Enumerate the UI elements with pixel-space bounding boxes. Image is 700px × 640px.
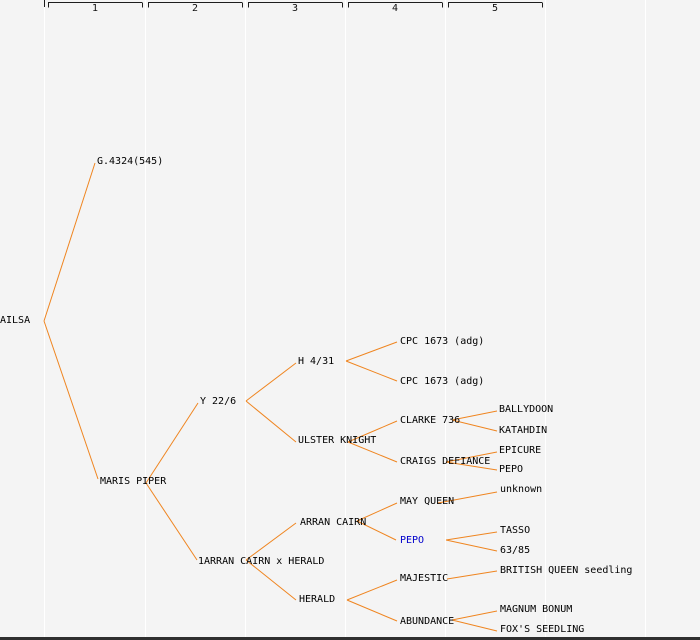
pedigree-edge (446, 570, 498, 580)
pedigree-node-ballydoon[interactable]: BALLYDOON (499, 404, 554, 415)
pedigree-edge (245, 400, 297, 443)
pedigree-node-may-queen[interactable]: MAY QUEEN (400, 496, 455, 507)
pedigree-node-clarke-736[interactable]: CLARKE 736 (400, 415, 461, 426)
pedigree-edge (345, 360, 398, 382)
pedigree-node-pepo-link[interactable]: PEPO (400, 535, 425, 546)
pedigree-node-craigs-defiance[interactable]: CRAIGS DEFIANCE (400, 456, 491, 467)
pedigree-node-cpc-1673-bot[interactable]: CPC 1673 (adg) (400, 376, 485, 387)
pedigree-edge (43, 320, 99, 480)
pedigree-edge (345, 341, 398, 362)
pedigree-edge (437, 491, 498, 504)
pedigree-edge (445, 539, 498, 552)
pedigree-node-ailsa[interactable]: AILSA (0, 315, 31, 326)
pedigree-edge (356, 520, 397, 541)
pedigree-node-cpc-1673-top[interactable]: CPC 1673 (adg) (400, 336, 485, 347)
pedigree-node-63-85[interactable]: 63/85 (500, 545, 531, 556)
pedigree-edge (451, 619, 498, 632)
pedigree-edge (346, 579, 398, 601)
pedigree-node-y-22-6[interactable]: Y 22/6 (200, 396, 237, 407)
pedigree-edge (451, 610, 498, 621)
pedigree-edge (145, 402, 199, 484)
pedigree-edge (43, 162, 96, 322)
pedigree-edge (346, 599, 398, 622)
generation-number-1: 1 (91, 3, 99, 14)
pedigree-edge (245, 522, 297, 561)
pedigree-node-british-queen[interactable]: BRITISH QUEEN seedling (500, 565, 633, 576)
pedigree-node-abundance[interactable]: ABUNDANCE (400, 616, 455, 627)
pedigree-edge (145, 482, 198, 561)
pedigree-edge (451, 419, 498, 432)
pedigree-node-maris-piper[interactable]: MARIS PIPER (100, 476, 167, 487)
pedigree-node-tasso[interactable]: TASSO (500, 525, 531, 536)
bottom-border (0, 637, 700, 640)
pedigree-edge (356, 502, 398, 522)
pedigree-node-majestic[interactable]: MAJESTIC (400, 573, 449, 584)
pedigree-edge (445, 461, 498, 471)
pedigree-node-g4324[interactable]: G.4324(545) (97, 156, 164, 167)
pedigree-node-herald[interactable]: HERALD (299, 594, 336, 605)
pedigree-node-katahdin[interactable]: KATAHDIN (499, 425, 548, 436)
pedigree-node-ulster-knight[interactable]: ULSTER KNIGHT (298, 435, 377, 446)
pedigree-node-arran-x-herald[interactable]: 1ARRAN CAIRN x HERALD (198, 556, 325, 567)
pedigree-node-magnum-bonum[interactable]: MAGNUM BONUM (500, 604, 573, 615)
generation-number-4: 4 (391, 3, 399, 14)
pedigree-edge (245, 559, 297, 601)
pedigree-edge (445, 531, 498, 541)
generation-number-2: 2 (191, 3, 199, 14)
pedigree-node-unknown[interactable]: unknown (500, 484, 543, 495)
generation-number-5: 5 (491, 3, 499, 14)
pedigree-node-pepo[interactable]: PEPO (499, 464, 524, 475)
generation-number-3: 3 (291, 3, 299, 14)
pedigree-edge (347, 441, 398, 463)
pedigree-node-arran-cairn[interactable]: ARRAN CAIRN (300, 517, 367, 528)
pedigree-edge (445, 451, 498, 463)
pedigree-node-epicure[interactable]: EPICURE (499, 445, 542, 456)
pedigree-edge (347, 420, 398, 443)
pedigree-node-h-4-31[interactable]: H 4/31 (298, 356, 335, 367)
pedigree-edge (245, 362, 297, 402)
pedigree-node-foxs-seedling[interactable]: FOX'S SEEDLING (500, 624, 585, 635)
pedigree-edge (451, 410, 498, 421)
